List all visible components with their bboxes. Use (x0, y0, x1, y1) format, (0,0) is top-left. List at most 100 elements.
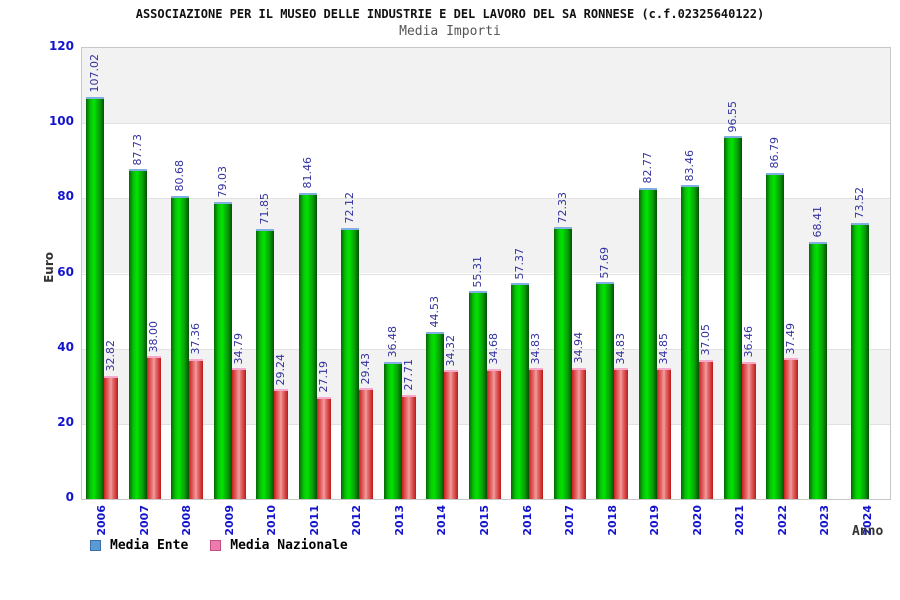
x-tick-label: 2010 (265, 505, 279, 536)
bar-media-ente (808, 241, 827, 499)
x-tick-label: 2006 (95, 505, 109, 536)
bar-media-ente (298, 192, 317, 499)
bar-media-ente (723, 136, 742, 499)
bar-media-ente (383, 361, 402, 499)
bar-value-label: 57.69 (598, 246, 612, 279)
bar-media-ente (171, 195, 190, 499)
x-tick-label: 2014 (435, 505, 449, 536)
x-tick-label: 2020 (690, 505, 704, 536)
bar-value-label: 34.83 (529, 332, 543, 365)
legend-label-media-nazionale: Media Nazionale (230, 538, 348, 553)
bar-media-ente (256, 228, 275, 499)
bar-media-ente (128, 169, 147, 499)
x-tick-label: 2019 (648, 505, 662, 536)
bar-media-nazionale (189, 358, 204, 499)
bar-value-label: 34.94 (571, 332, 585, 364)
legend: Media Ente Media Nazionale (90, 538, 348, 553)
bar-media-ente (511, 283, 530, 499)
plot-area: 107.02 32.82 87.73 38.00 80.68 37.36 79.03 34.7… (81, 47, 891, 500)
bar-media-nazionale (444, 370, 459, 499)
bar-value-label: 34.32 (444, 334, 458, 367)
y-tick-label: 60 (57, 264, 74, 279)
x-tick-label: 2021 (733, 505, 747, 536)
bar-media-ente (341, 227, 360, 499)
x-tick-label: 2023 (818, 505, 832, 536)
x-tick-label: 2013 (392, 505, 406, 536)
bar-value-label: 73.52 (853, 187, 867, 219)
year-group: 55.31 34.68 (465, 48, 508, 499)
year-group: 82.77 34.85 (635, 48, 678, 499)
y-tick-label: 0 (65, 490, 74, 504)
bar-value-label: 37.49 (784, 322, 798, 355)
bar-value-label: 34.83 (614, 332, 628, 365)
year-group: 57.37 34.83 (507, 48, 550, 499)
year-group: 87.73 38.00 (125, 48, 168, 499)
bar-value-label: 87.73 (130, 133, 144, 166)
bar-value-label: 80.68 (173, 160, 187, 192)
bar-value-label: 32.82 (104, 340, 117, 372)
bar-value-label: 38.00 (146, 320, 160, 353)
bar-media-ente (213, 201, 232, 499)
bar-media-ente (681, 185, 700, 499)
y-tick-label: 80 (57, 189, 74, 204)
year-group: 86.79 37.49 (762, 48, 805, 499)
bar-media-nazionale (614, 368, 629, 499)
year-group: 80.68 37.36 (167, 48, 210, 499)
year-group: 79.03 34.79 (210, 48, 253, 499)
x-tick-label: 2011 (307, 505, 321, 536)
year-group: 96.55 36.46 (720, 48, 763, 499)
bar-media-ente (426, 331, 445, 499)
bar-value-label: 29.43 (359, 352, 373, 385)
bar-media-nazionale (486, 368, 501, 499)
y-tick-label: 100 (48, 114, 74, 129)
bar-value-label: 44.53 (428, 296, 442, 328)
year-group: 107.02 32.82 (82, 48, 125, 499)
bar-media-ente (468, 291, 487, 499)
y-tick-label: 120 (48, 39, 74, 53)
bar-value-label: 72.33 (555, 191, 569, 224)
bar-value-label: 107.02 (88, 54, 101, 93)
x-tick-label: 2017 (563, 505, 577, 536)
bar-value-label: 96.55 (725, 100, 739, 133)
chart-subtitle: Media Importi (399, 24, 501, 39)
bar-value-label: 34.85 (656, 332, 670, 365)
x-tick-label: 2015 (478, 505, 491, 536)
bar-media-ente (638, 187, 657, 499)
year-group: 81.46 27.19 (295, 48, 338, 499)
bar-value-label: 79.03 (215, 166, 229, 198)
x-tick-label: 2018 (605, 505, 619, 536)
bar-media-nazionale (274, 389, 289, 499)
x-tick-label: 2008 (180, 505, 194, 536)
bar-value-label: 37.05 (699, 324, 713, 356)
bar-media-nazionale (231, 368, 246, 499)
bar-value-label: 81.46 (300, 157, 314, 189)
bar-value-label: 34.79 (231, 332, 245, 365)
year-group: 44.53 34.32 (422, 48, 465, 499)
bar-media-ente (851, 222, 870, 499)
bar-media-nazionale (146, 356, 161, 499)
bar-value-label: 36.48 (385, 326, 399, 358)
legend-swatch-media-nazionale-icon (210, 540, 222, 551)
legend-label-media-ente: Media Ente (110, 538, 189, 553)
y-tick-label: 40 (57, 339, 74, 354)
bar-media-nazionale (401, 394, 416, 499)
year-group: 83.46 37.05 (677, 48, 720, 499)
x-tick-label: 2022 (775, 505, 789, 536)
bar-media-nazionale (699, 359, 714, 499)
year-group: 71.85 29.24 (252, 48, 295, 499)
bar-value-label: 36.46 (741, 326, 755, 358)
bar-value-label: 29.24 (274, 353, 288, 386)
grid-band (82, 123, 890, 199)
bar-media-nazionale (741, 361, 756, 499)
year-group: 72.12 29.43 (337, 48, 380, 499)
x-tick-label: 2007 (137, 505, 151, 536)
bar-value-label: 37.36 (189, 323, 203, 355)
bar-media-ente (86, 96, 104, 499)
year-group: 72.33 34.94 (550, 48, 593, 499)
grid-band (82, 48, 890, 124)
year-group: 36.48 27.71 (380, 48, 423, 499)
bar-media-ente (553, 227, 572, 499)
bar-media-nazionale (359, 388, 374, 499)
bar-media-nazionale (104, 375, 118, 499)
